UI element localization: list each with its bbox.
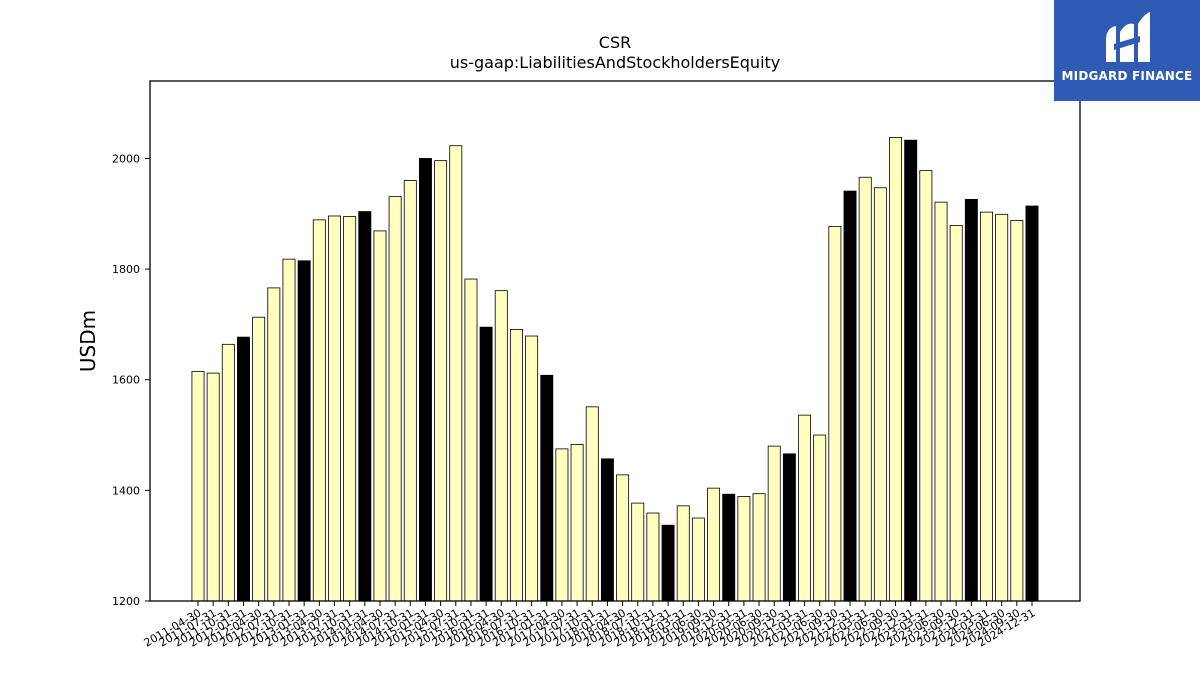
bar-2021-09-30 <box>828 226 842 602</box>
y-tick-label: 2000 <box>112 152 140 165</box>
bar-2013-04-30 <box>312 219 326 602</box>
bar-2022-06-30 <box>873 187 887 602</box>
bar-2016-10-31 <box>525 335 539 602</box>
bar-2020-03-31 <box>737 496 751 602</box>
bar-2020-09-30 <box>767 445 781 602</box>
bar-2021-12-31 <box>843 190 857 602</box>
bar-2013-10-31 <box>343 216 357 602</box>
y-axis-label: USDm <box>76 310 100 372</box>
bar-2014-04-30 <box>373 230 387 602</box>
bar-2013-07-31 <box>328 215 341 602</box>
bar-2021-03-31 <box>798 414 812 602</box>
bar-2018-01-31 <box>600 458 614 602</box>
bar-2023-12-31 <box>964 198 978 602</box>
bar-2012-01-31 <box>237 336 250 602</box>
bar-2022-09-30 <box>889 137 902 602</box>
bar-2014-07-31 <box>388 196 402 602</box>
bar-2015-04-30 <box>434 160 448 602</box>
y-tick-label: 1200 <box>112 595 140 608</box>
bar-2015-01-31 <box>418 158 432 602</box>
bar-2018-04-30 <box>616 474 630 602</box>
plot-frame <box>149 80 1081 602</box>
bar-2011-10-31 <box>221 343 235 602</box>
bar-2020-12-31 <box>782 453 796 602</box>
bar-2013-01-31 <box>297 260 311 602</box>
midgard-logo-icon <box>1106 12 1150 62</box>
bar-2023-06-30 <box>934 201 948 602</box>
logo-text: MIDGARD FINANCE <box>1061 69 1193 83</box>
bar-2024-09-30 <box>1010 219 1024 602</box>
bar-2017-04-30 <box>555 448 569 602</box>
chart-subtitle: us-gaap:LiabilitiesAndStockholdersEquity <box>450 53 781 72</box>
bar-2016-04-30 <box>494 290 508 602</box>
bar-2019-09-30 <box>707 487 721 602</box>
y-tick-label: 1400 <box>112 484 140 497</box>
brand-logo: MIDGARD FINANCE <box>1054 0 1200 101</box>
bar-2014-10-31 <box>403 180 417 602</box>
y-tick-label: 1600 <box>112 374 140 387</box>
bar-2018-07-31 <box>631 502 645 602</box>
bar-2018-10-31 <box>646 512 660 602</box>
bar-2024-03-31 <box>980 211 993 602</box>
bar-2022-03-31 <box>858 176 872 602</box>
y-tick-label: 1800 <box>112 263 140 276</box>
bar-2021-06-30 <box>813 434 827 602</box>
bar-2024-06-30 <box>995 213 1009 602</box>
bar-2014-01-31 <box>358 211 372 602</box>
bar-2011-07-31 <box>206 372 220 602</box>
x-axis: 2011-04-302011-07-312011-10-312012-01-31… <box>142 601 1038 650</box>
bar-2016-07-31 <box>509 328 523 602</box>
bar-2016-01-31 <box>479 326 493 602</box>
bar-2012-07-31 <box>267 287 281 602</box>
bars-group <box>191 137 1039 602</box>
bar-2012-04-30 <box>252 316 266 602</box>
bar-2017-07-31 <box>570 444 584 602</box>
bar-2019-03-31 <box>676 505 690 602</box>
y-axis: 1200 1400 1600 1800 2000 <box>112 152 150 608</box>
bar-2020-06-30 <box>752 493 766 602</box>
bar-2011-04-30 <box>191 371 205 602</box>
bar-2017-01-31 <box>540 374 554 602</box>
bar-2018-12-31 <box>661 524 675 602</box>
chart-title: CSR <box>599 33 631 52</box>
bar-2015-10-31 <box>464 278 478 602</box>
bar-2019-12-31 <box>722 493 736 602</box>
bar-2022-12-31 <box>904 139 918 602</box>
bar-2023-03-31 <box>919 170 933 602</box>
bar-2012-10-31 <box>282 258 296 602</box>
bar-2024-12-31 <box>1025 205 1039 602</box>
bar-2015-07-31 <box>449 145 463 602</box>
bar-2019-06-30 <box>691 517 705 602</box>
bar-2017-10-31 <box>585 406 599 602</box>
bar-2023-09-30 <box>949 224 963 602</box>
